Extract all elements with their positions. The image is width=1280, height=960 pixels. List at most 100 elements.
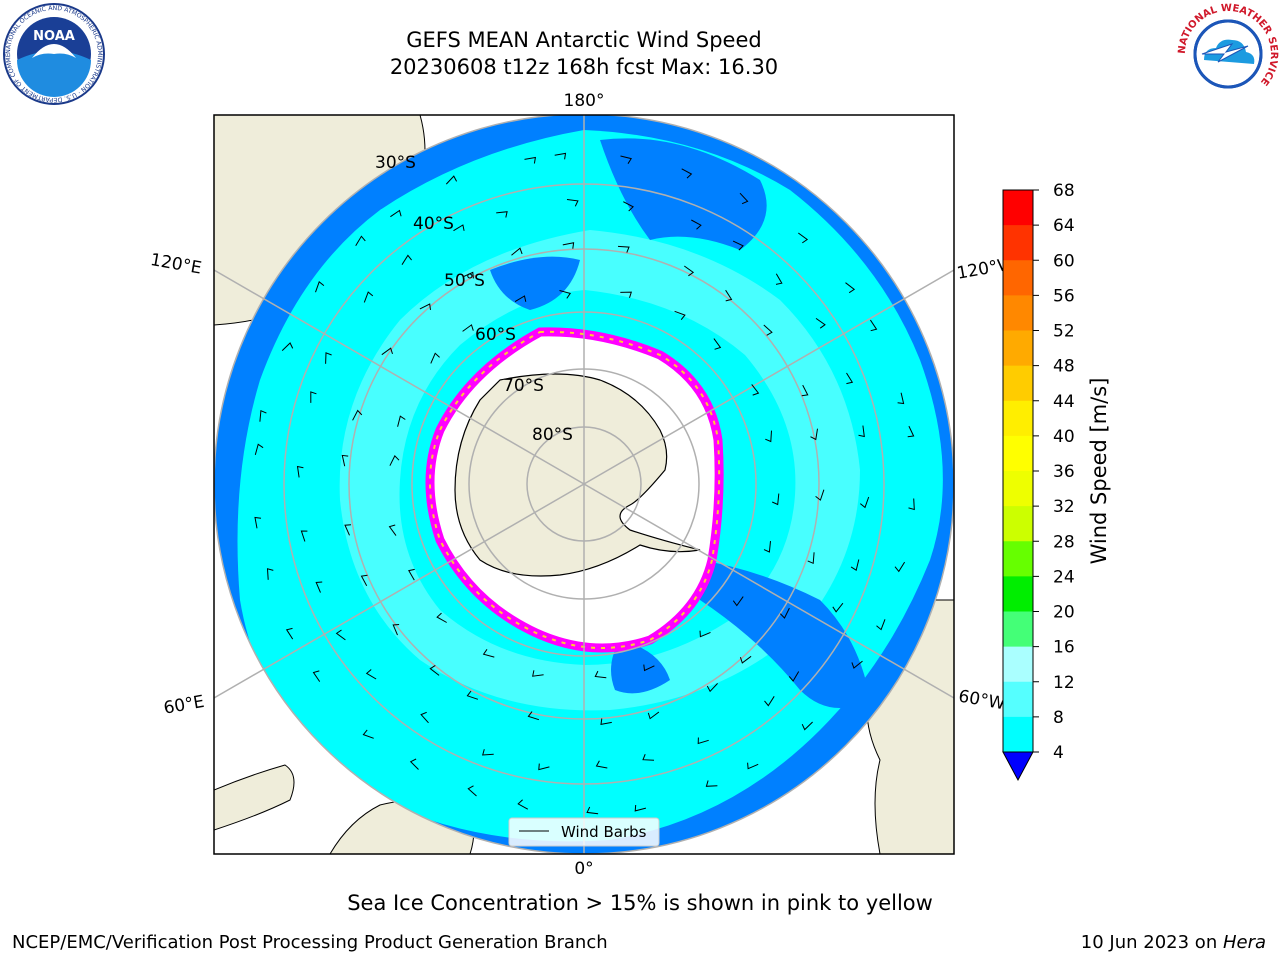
lon-label-lower-right: 60°W [957, 686, 1007, 714]
wind-barb [617, 245, 630, 253]
colorbar-tick-label: 40 [1053, 427, 1075, 447]
footer-date-text: 10 Jun 2023 [1080, 932, 1190, 953]
wind-barb [586, 806, 599, 815]
plot-title: GEFS MEAN Antarctic Wind Speed [406, 28, 762, 52]
wind-barb [436, 612, 447, 623]
wind-barb [325, 352, 332, 364]
colorbar-tick-label: 8 [1053, 708, 1064, 728]
wind-barb [355, 235, 366, 246]
wind-barb [747, 762, 759, 770]
wind-barb [419, 303, 431, 310]
wind-barb [850, 559, 860, 572]
wind-barb [388, 524, 397, 536]
wind-barb [352, 409, 363, 421]
wind-barb [562, 242, 575, 249]
wind-barb [779, 607, 790, 619]
colorbar-tick-label: 68 [1053, 181, 1075, 201]
wind-barb [482, 749, 494, 756]
wind-barb [514, 295, 527, 303]
wind-barbs [254, 152, 915, 815]
wind-barb [341, 454, 349, 467]
colorbar-tick-label: 48 [1053, 357, 1075, 377]
wind-barb [453, 224, 465, 232]
wind-barb [594, 670, 607, 679]
wind-barb [674, 310, 686, 321]
wind-barb [846, 372, 854, 385]
wind-barb [482, 649, 495, 658]
wind-barb [466, 690, 479, 700]
wind-barb [430, 352, 440, 364]
wind-barb [894, 561, 906, 573]
legend-label: Wind Barbs [561, 823, 647, 841]
antarctica-land [454, 373, 701, 577]
colorbar-tick-label: 28 [1053, 532, 1075, 552]
wind-barb [788, 671, 800, 682]
wind-4-8-patch-tasman [490, 256, 580, 310]
colorbar-tick-label: 60 [1053, 251, 1075, 271]
colorbar-bin [1003, 716, 1033, 753]
wind-barb [397, 415, 406, 427]
colorbar-tick-label: 64 [1053, 216, 1075, 236]
colorbar-tick-label: 56 [1053, 286, 1075, 306]
wind-barb [381, 347, 393, 356]
colorbar-bin [1003, 611, 1033, 648]
wind-barb [775, 273, 783, 285]
lat-label-30s: 30°S [375, 153, 416, 173]
wind-barb [266, 568, 274, 580]
wind-barb [554, 152, 567, 160]
wind-barb [764, 696, 775, 707]
wind-barb [511, 247, 523, 256]
wind-barb [392, 624, 400, 636]
wind-barb [467, 785, 477, 797]
wind-barb [315, 280, 325, 293]
footer-on-text: on [1189, 932, 1223, 953]
wind-barb [524, 156, 537, 164]
wind-barb [801, 384, 809, 397]
wind-barb [801, 721, 813, 731]
wind-barb [815, 317, 826, 329]
wind-barb [642, 754, 655, 761]
wind-barb [706, 683, 718, 693]
wind-barb [684, 265, 695, 277]
colorbar-bin [1003, 576, 1033, 612]
wind-barb [751, 384, 760, 396]
lon-label-top: 180° [564, 91, 605, 111]
wind-barb [869, 319, 878, 332]
lat-label-50s: 50°S [444, 271, 485, 291]
wind-barb [420, 711, 429, 724]
wind-barb [763, 541, 771, 553]
map-frame [213, 114, 955, 855]
footer-credit: NCEP/EMC/Verification Post Processing Pr… [12, 932, 608, 953]
wind-barb [732, 240, 744, 251]
colorbar-tick-label: 16 [1053, 638, 1075, 658]
colorbar-bin [1003, 646, 1033, 683]
wind-barb [897, 392, 905, 405]
wind-barb [705, 780, 718, 787]
lat-label-40s: 40°S [413, 214, 454, 234]
colorbar-tick-label: 12 [1053, 673, 1075, 693]
wind-barb [532, 670, 544, 677]
wind-barb [739, 192, 749, 205]
wind-barb [620, 291, 632, 298]
wind-barb [699, 630, 711, 638]
wind-barb [732, 596, 744, 607]
wind-barb [517, 799, 529, 810]
wind-barb [390, 209, 402, 218]
colorbar-tick-label: 4 [1053, 743, 1064, 763]
wind-barb [798, 232, 809, 244]
wind-barb [285, 627, 294, 640]
wind-barb [365, 669, 377, 680]
wind-barb [681, 168, 693, 179]
lat-label-70s: 70°S [503, 376, 544, 396]
wind-barb [254, 443, 264, 456]
wind-barb [360, 574, 368, 587]
wind-barb [876, 619, 886, 631]
colorbar-bin [1003, 190, 1033, 226]
wind-barb [763, 324, 773, 336]
wind-barb [445, 175, 458, 185]
footer-date: 10 Jun 2023 on Hera [1081, 932, 1266, 953]
wind-barb [362, 729, 374, 739]
wind-barbs-legend: Wind Barbs [508, 817, 660, 847]
wind-barb [409, 758, 419, 770]
colorbar-bin [1003, 435, 1033, 472]
